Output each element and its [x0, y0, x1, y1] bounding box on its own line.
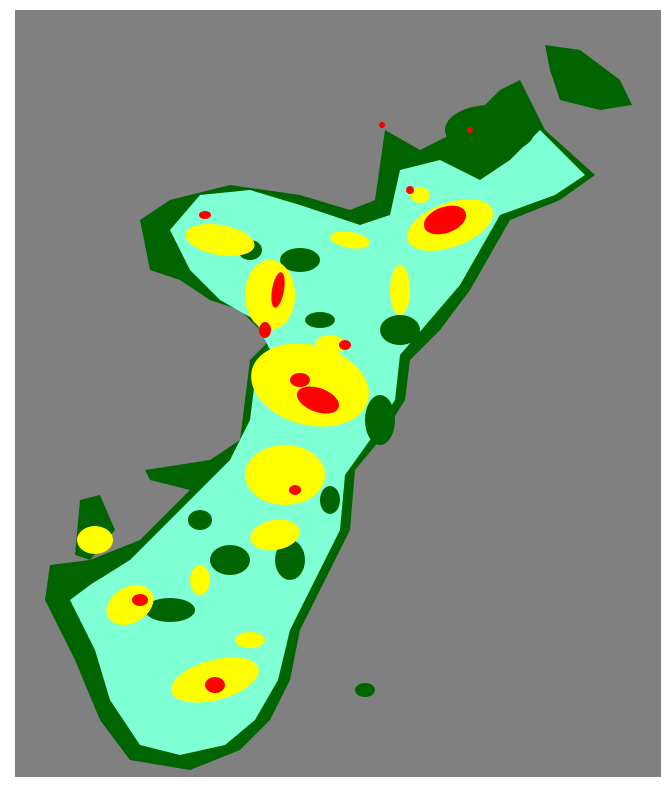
class-3-area	[185, 224, 255, 256]
class-3-area	[190, 565, 210, 595]
class-3-area	[235, 632, 265, 648]
class-1-patch	[280, 248, 320, 272]
island-northeast	[545, 45, 632, 110]
class-1-patch	[320, 486, 340, 514]
class-4-hotspot	[205, 677, 225, 693]
class-4-hotspot	[296, 386, 340, 414]
class-4-hotspot	[467, 127, 473, 133]
class-1-patch	[365, 395, 395, 445]
class-4-hotspot	[290, 373, 310, 387]
class-3-area	[77, 526, 113, 554]
class-4-hotspot	[379, 122, 385, 128]
class-1-patch	[145, 598, 195, 622]
class-1-patch	[188, 510, 212, 530]
class-4-hotspot	[271, 272, 285, 308]
class-1-patch	[445, 105, 535, 155]
class-4-hotspot	[339, 340, 351, 350]
class-3-area	[410, 187, 430, 203]
class-4-hotspot	[199, 211, 211, 219]
class-3-area	[315, 335, 345, 355]
class-1-patch	[305, 312, 335, 328]
class-1-patch	[380, 315, 420, 345]
class-4-hotspot	[289, 485, 301, 495]
class-4-hotspot	[132, 594, 148, 606]
class-4-hotspot	[406, 186, 414, 194]
class-3-area	[390, 265, 410, 315]
land-class-2	[70, 130, 585, 755]
class-3-area	[250, 519, 300, 551]
island-south	[355, 683, 375, 697]
class-3-area	[251, 343, 369, 427]
class-4-hotspot	[423, 205, 467, 235]
class-3-area	[245, 260, 295, 330]
class-1-patch	[210, 545, 250, 575]
class-1-patch	[275, 540, 305, 580]
class-4-hotspot	[259, 322, 271, 338]
class-3-area	[330, 231, 370, 249]
class-3-area	[245, 445, 325, 505]
